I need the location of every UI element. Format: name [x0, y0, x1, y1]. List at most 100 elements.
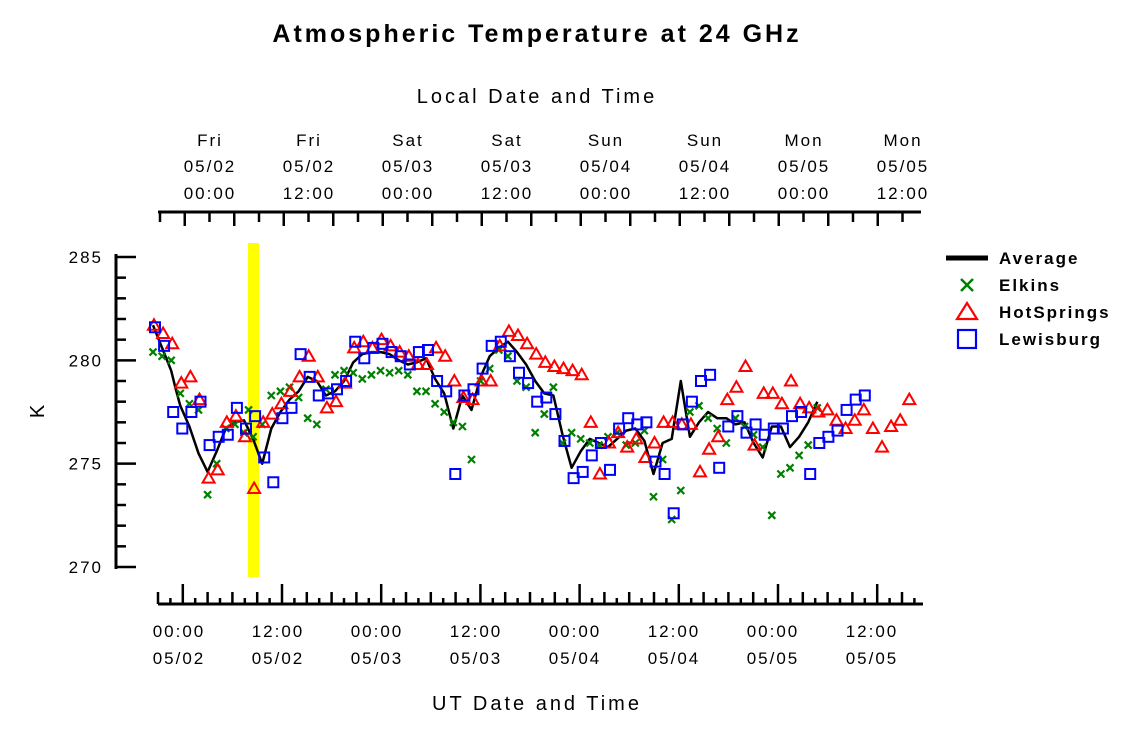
bottom-tick-time: 00:00	[351, 622, 404, 641]
lewisburg-point	[567, 472, 580, 485]
left-axis: 270 275 280 285	[69, 248, 136, 577]
hotsprings-point	[291, 368, 308, 383]
hotsprings-point	[655, 414, 672, 428]
bottom-tick-time: 12:00	[450, 622, 503, 641]
hotsprings-point	[419, 356, 435, 370]
lewisburg-point	[203, 439, 216, 452]
top-axis: Fri 05/02 00:00 Fri 05/02 12:00 Sat 05/03 00:00 S…	[158, 131, 930, 226]
hotsprings-point	[783, 372, 799, 387]
hotsprings-point	[482, 372, 499, 387]
lewisburg-point	[813, 437, 826, 449]
hotsprings-point	[537, 354, 554, 368]
lewisburg-point	[376, 337, 389, 350]
lewisburg-point	[240, 422, 252, 435]
lewisburg-point	[394, 350, 407, 363]
elkins-point	[157, 351, 167, 361]
hotsprings-point	[710, 428, 726, 443]
lewisburg-point	[149, 321, 161, 334]
lewisburg-point	[467, 383, 480, 396]
bottom-axis: 00:00 05/02 12:00 05/02 00:00 05/03 12:00 05/03…	[153, 584, 923, 668]
elkins-point	[166, 356, 176, 365]
top-tick-time: 00:00	[580, 184, 633, 203]
elkins-point	[776, 469, 786, 479]
hotsprings-point	[200, 470, 217, 484]
hotsprings-point	[209, 461, 226, 476]
hotsprings-point	[164, 335, 180, 350]
lewisburg-point	[731, 410, 744, 423]
lewisburg-point	[349, 335, 362, 348]
highlight-band	[248, 243, 259, 577]
lewisburg-point	[449, 468, 462, 480]
top-tick-date: 05/05	[877, 157, 930, 176]
lewisburg-point	[740, 426, 753, 439]
hotsprings-point	[473, 372, 490, 387]
hotsprings-point	[664, 414, 681, 428]
lewisburg-point	[549, 408, 562, 421]
elkins-point	[794, 451, 804, 460]
lewisburg-point	[831, 424, 844, 437]
hotsprings-point	[592, 465, 608, 480]
legend-label: Average	[999, 249, 1079, 268]
hotsprings-point	[865, 420, 881, 435]
lewisburg-point	[540, 391, 553, 404]
lewisburg-point	[503, 350, 516, 363]
lewisburg-point	[431, 375, 444, 387]
bottom-tick-time: 00:00	[747, 622, 800, 641]
hotsprings-point	[428, 339, 444, 354]
elkins-point	[267, 391, 276, 400]
hotsprings-point	[328, 393, 344, 408]
hotsprings-point	[746, 437, 763, 451]
elkins-point	[549, 382, 558, 392]
elkins-point	[530, 428, 540, 437]
lewisburg-point	[713, 461, 726, 474]
top-tick-day: Fri	[296, 131, 322, 150]
hotsprings-point	[737, 358, 754, 373]
elkins-point	[385, 368, 394, 378]
lewisburg-point	[585, 449, 598, 462]
legend-label: Lewisburg	[999, 330, 1102, 349]
elkins-point	[358, 374, 367, 384]
lewisburg-point	[340, 375, 353, 387]
hotsprings-point	[628, 430, 645, 445]
top-tick-date: 05/02	[184, 157, 237, 176]
bottom-tick-date: 05/03	[351, 649, 404, 668]
hotsprings-point	[901, 391, 918, 406]
lewisburg-point	[276, 412, 289, 425]
hotsprings-point	[774, 395, 790, 410]
x-axis-title: UT Date and Time	[432, 693, 642, 715]
lewisburg-point	[776, 422, 789, 435]
lewisburg-point	[840, 403, 853, 416]
top-tick-day: Mon	[883, 131, 922, 150]
lewisburg-point	[594, 437, 607, 449]
hotsprings-point	[501, 323, 517, 337]
hotsprings-point	[856, 401, 872, 416]
lewisburg-point	[667, 507, 680, 520]
elkins-point	[376, 366, 385, 375]
hotsprings-point	[819, 401, 836, 416]
elkins-point	[203, 490, 212, 499]
lewisburg-point	[422, 344, 434, 356]
legend-item-lewisburg: Lewisburg	[956, 328, 1102, 350]
hotsprings-point	[437, 348, 453, 362]
elkins-point	[585, 438, 595, 448]
top-tick-date: 05/04	[679, 157, 732, 176]
lewisburg-point	[676, 418, 689, 431]
hotsprings-point	[646, 434, 663, 449]
hotsprings-point	[564, 362, 581, 377]
hotsprings-point	[874, 439, 890, 453]
elkins-point	[176, 389, 185, 398]
hotsprings-point	[792, 395, 808, 410]
elkins-point	[712, 424, 722, 433]
elkins-point	[676, 486, 686, 495]
lewisburg-point	[722, 420, 735, 433]
lewisburg-point	[249, 410, 262, 423]
elkins-point	[367, 370, 376, 380]
lewisburg-point	[695, 375, 707, 387]
lewisburg-point	[685, 395, 698, 408]
lewisburg-point	[185, 406, 198, 418]
elkins-point	[303, 413, 312, 423]
top-tick-time: 12:00	[877, 184, 930, 203]
hotsprings-point	[510, 327, 526, 342]
bottom-tick-date: 05/04	[549, 649, 602, 668]
